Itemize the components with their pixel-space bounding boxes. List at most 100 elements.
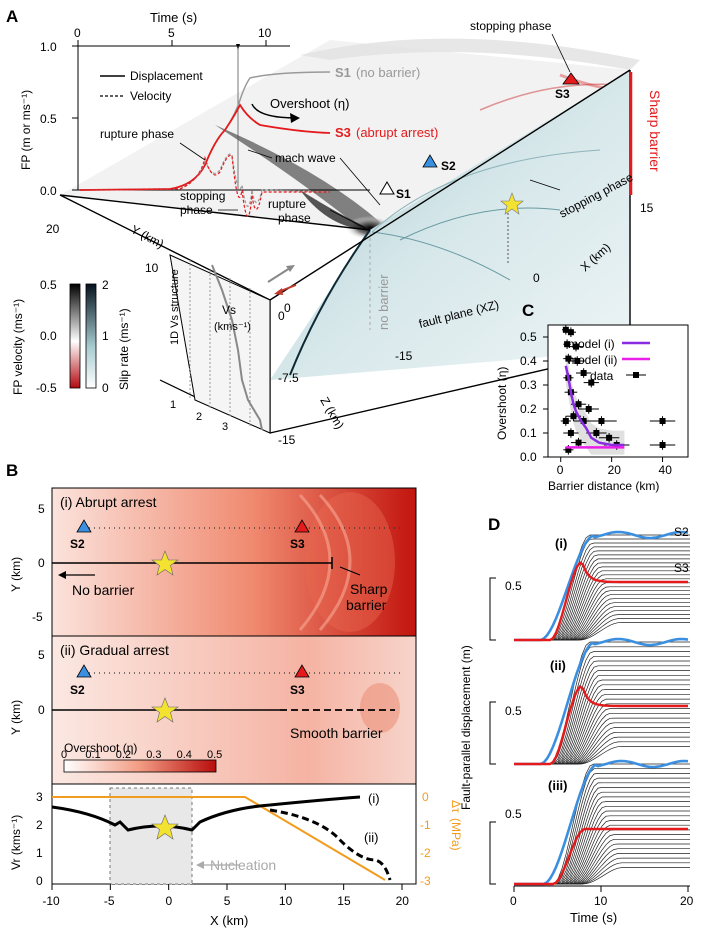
sharp-barrier-b-2: barrier	[346, 597, 387, 613]
title-i: (i) Abrupt arrest	[60, 494, 157, 510]
yb2-tick-5: 5	[38, 648, 45, 662]
d-scale-ii: 0.5	[505, 704, 522, 718]
vr-line-i	[51, 795, 361, 832]
y-tick-20: 20	[46, 222, 60, 236]
s3-marker-ii	[294, 664, 310, 678]
rupture-phase-3d-2: phase	[278, 211, 311, 225]
s2-station-label: S2	[441, 159, 456, 173]
stopping-phase-label-2: phase	[180, 203, 213, 217]
nucleation-label: Nucleation	[210, 857, 276, 873]
fp-tick-0: 0.0	[40, 184, 57, 198]
trace-stack-1	[514, 530, 690, 642]
b-xtick-label: 0	[165, 894, 172, 908]
overshoot-colorbar	[63, 759, 217, 773]
s3-station-marker	[562, 72, 580, 85]
s2-label-ii: S2	[70, 683, 85, 697]
s2-trace	[514, 759, 689, 886]
displacement-trace	[514, 805, 690, 885]
rupture-phase-3d-1: rupture	[268, 197, 306, 211]
s3-marker-i	[294, 519, 310, 533]
panel-c-data-points	[560, 325, 676, 455]
overshoot-label: Overshoot (η)	[270, 96, 349, 111]
trace-stack-3	[514, 759, 690, 886]
fp-tick-1: 1.0	[40, 40, 57, 54]
stopping-phase-top: stopping phase	[470, 19, 552, 33]
cbar-tick: 0.2	[116, 749, 131, 761]
panel-d-label: D	[488, 515, 500, 534]
stress-tick-0: 0	[422, 790, 429, 804]
legend-data: data	[590, 369, 614, 383]
s3-label-i: S3	[290, 537, 305, 551]
panel-c-ticks: 0 20 40 0.0 0.1 0.2 0.3 0.4 0.5	[520, 330, 672, 477]
fp-velocity-colorbar	[69, 283, 81, 389]
panel-c-label: C	[522, 301, 534, 320]
displacement-trace	[514, 660, 690, 765]
data-point	[560, 416, 571, 426]
data-point	[576, 368, 592, 378]
displacement-trace	[514, 655, 690, 765]
vs-units: (kms⁻¹)	[214, 321, 251, 333]
slip-tick-1: 1	[102, 329, 109, 343]
data-point	[563, 339, 571, 349]
x-tick-m15: -15	[395, 349, 413, 363]
vr-tick-3: 3	[36, 790, 43, 804]
hypocenter-star-i	[151, 550, 179, 576]
d-scale-iii: 0.5	[505, 807, 522, 821]
fpv-tick-05: 0.5	[40, 278, 57, 292]
s1-trace-label: S1	[335, 65, 351, 80]
data-point	[570, 437, 587, 448]
trace-stack-2	[514, 637, 690, 766]
b-xtick-label: -10	[42, 894, 60, 908]
legend-velocity: Velocity	[130, 89, 171, 103]
s3-trace-note: (abrupt arrest)	[356, 125, 438, 140]
data-point	[598, 433, 620, 443]
displacement-trace	[514, 741, 690, 765]
sharp-barrier-b-1: Sharp	[350, 581, 388, 597]
stress-tick-m1: -1	[420, 818, 431, 832]
panel-b-xticks: -10 -5 0 5 10 15 20	[42, 884, 409, 908]
no-barrier-b: No barrier	[72, 582, 135, 598]
vr-label: Vr (kms⁻¹)	[9, 815, 23, 870]
s2-marker-i	[76, 519, 92, 533]
c-ytick-label: 0.3	[520, 378, 537, 392]
panel-a-colorbars: 0.5 0.0 -0.5 2 1 0 FP velocity (ms⁻¹) Sl…	[11, 278, 131, 395]
displacement-trace	[514, 684, 690, 765]
panel-c-ylabel: Overshoot (η)	[495, 367, 509, 440]
displacement-trace	[514, 622, 690, 641]
b-xtick-label: 15	[337, 894, 351, 908]
model-i-curve	[564, 365, 625, 447]
rupture-phase-label: rupture phase	[100, 127, 174, 141]
panel-d-xlabel: Time (s)	[570, 910, 617, 925]
vs-structure-inset: Vs (kms⁻¹) 1 2 3 1D Vs structure	[169, 254, 271, 434]
slip-rate-colorbar	[85, 283, 97, 389]
s3-trace	[514, 560, 688, 642]
title-ii: (ii) Gradual arrest	[60, 642, 169, 658]
legend-displacement: Displacement	[130, 69, 203, 83]
case-ii-label: (ii)	[364, 830, 378, 845]
fpv-tick-m05: -0.5	[36, 381, 57, 395]
z-tick-75: -7.5	[278, 371, 299, 385]
displacement-trace	[514, 848, 690, 885]
vs-label: Vs	[222, 303, 236, 317]
b-xtick-label: 10	[279, 894, 293, 908]
displacement-trace	[514, 618, 690, 641]
slip-tick-2: 2	[102, 278, 109, 292]
overshoot-map-i	[51, 487, 417, 637]
panel-b-label: B	[6, 461, 18, 480]
z-tick-15: -15	[278, 433, 296, 447]
data-point	[583, 377, 599, 388]
displacement-trace	[514, 763, 690, 885]
stopping-phase-label: stopping	[180, 189, 225, 203]
panel-d-ylabel: Fault-parallel displacement (m)	[459, 645, 473, 810]
slip-tick-0: 0	[102, 381, 109, 395]
displacement-trace	[514, 746, 690, 765]
s2-marker-ii	[76, 664, 92, 678]
x-tick-0: 0	[533, 271, 540, 285]
d-sub-ii: (ii)	[550, 658, 566, 673]
displacement-trace	[514, 554, 690, 641]
model-uncertainty-band	[565, 351, 625, 455]
data-point	[649, 416, 676, 426]
data-point	[563, 353, 574, 364]
displacement-trace	[514, 665, 690, 765]
